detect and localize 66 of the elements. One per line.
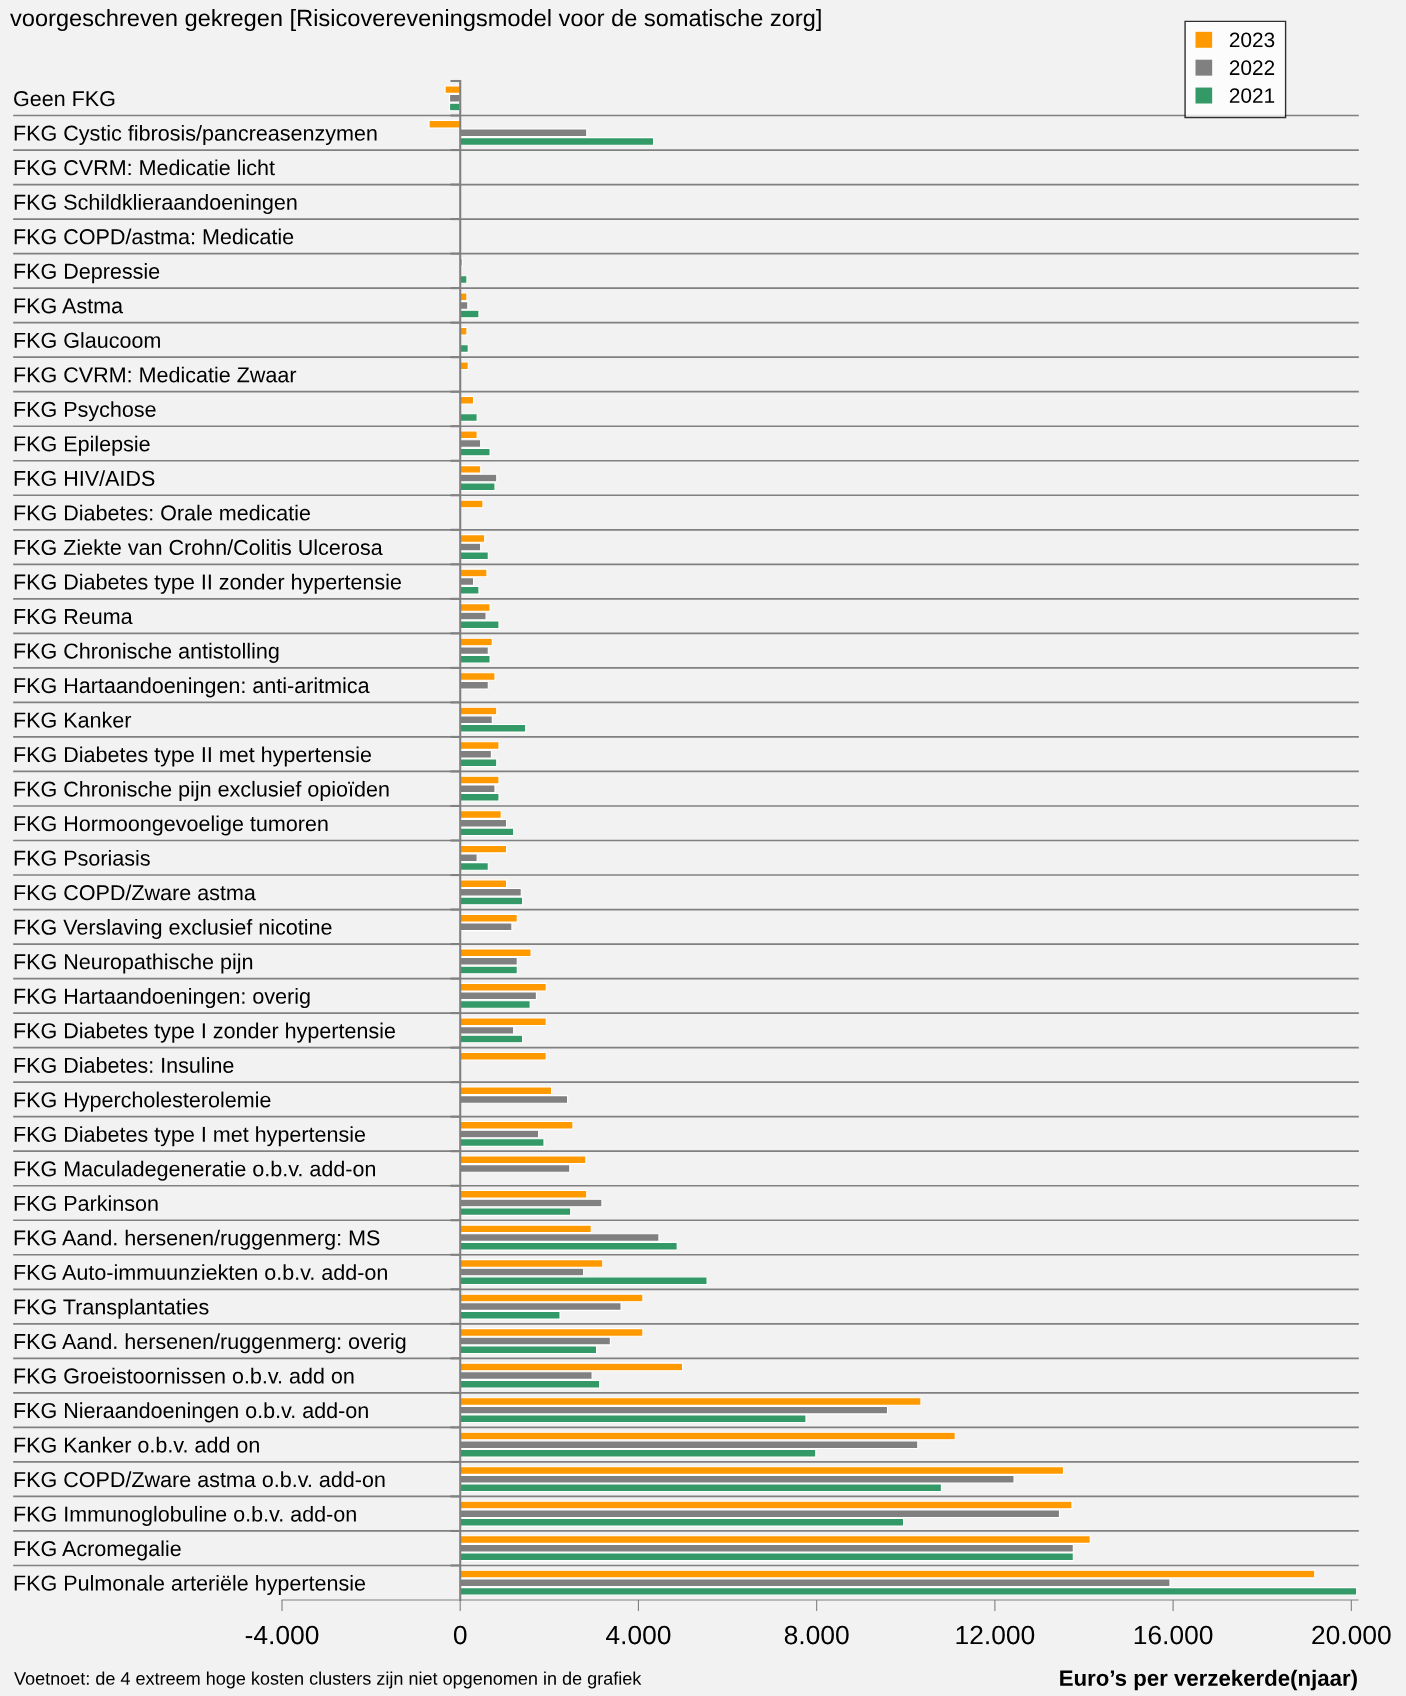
y-tick-label: FKG Verslaving exclusief nicotine [14, 919, 332, 940]
y-tick-label: FKG Depressie [14, 263, 160, 284]
y-tick-label: FKG Diabetes type II zonder hypertensie [14, 573, 401, 594]
y-tick-label: FKG Astma [14, 298, 124, 314]
y-tick-label: FKG Hartaandoeningen: overig [14, 988, 310, 1009]
y-tick-label: FKG Hypercholesterolemie [14, 1091, 271, 1112]
y-tick-label: FKG HIV/AIDS [14, 470, 155, 487]
bar [459, 499, 484, 509]
bar [428, 119, 461, 129]
y-tick-label: FKG Kanker o.b.v. add on [14, 1436, 259, 1453]
y-tick-label: FKG Auto-immuunziekten o.b.v. add-on [14, 1264, 387, 1281]
x-axis-title: Euro’s per verzekerde(njaar) [1060, 1669, 1357, 1691]
y-tick-label: FKG Ziekte van Crohn/Colitis Ulcerosa [14, 539, 383, 556]
y-tick-label: FKG Glaucoom [14, 332, 160, 348]
bar [459, 413, 478, 422]
x-tick-label: 8.000 [784, 1625, 849, 1645]
y-tick-label: FKG Diabetes type I met hypertensie [14, 1126, 366, 1147]
y-tick-label: FKG Schildklieraandoeningen [14, 194, 297, 215]
bar [459, 1051, 547, 1061]
chart-title: voorgeschreven gekregen [Risicovereveningsmodel voor de somatische zorg] [10, 9, 821, 31]
legend-label: 2022 [1229, 60, 1275, 76]
y-tick-label: FKG Acromegalie [14, 1540, 181, 1561]
y-tick-label: FKG Diabetes type I zonder hypertensie [14, 1022, 395, 1043]
y-tick-label: FKG CVRM: Medicatie licht [14, 159, 275, 176]
y-tick-label: FKG Aand. hersenen/ruggenmerg: MS [14, 1229, 380, 1250]
y-tick-label: FKG Neuropathische pijn [14, 953, 253, 974]
y-tick-label: Geen FKG [14, 91, 115, 107]
y-tick-label: FKG Cystic fibrosis/pancreasenzymen [14, 124, 377, 146]
y-tick-label: FKG Chronische pijn exclusief opioïden [14, 780, 389, 801]
y-tick-label: FKG Diabetes: Insuline [14, 1057, 234, 1073]
x-tick-label: 4.000 [606, 1625, 671, 1645]
y-tick-label: FKG Immunoglobuline o.b.v. add-on [14, 1505, 356, 1526]
y-tick-label: FKG COPD/Zware astma o.b.v. add-on [14, 1471, 385, 1488]
y-tick-label: FKG Maculadegeneratie o.b.v. add-on [14, 1160, 376, 1181]
y-tick-label: FKG Groeistoornissen o.b.v. add on [14, 1367, 354, 1384]
bar [459, 326, 468, 336]
x-tick-label: -4.000 [245, 1625, 319, 1645]
y-tick-label: FKG Transplantaties [14, 1298, 209, 1319]
y-tick-label: FKG Aand. hersenen/ruggenmerg: overig [14, 1333, 406, 1354]
y-tick-label: FKG Diabetes type II met hypertensie [14, 746, 371, 767]
bar [459, 344, 469, 353]
x-tick-label: 16.000 [1134, 1625, 1213, 1645]
legend-label: 2023 [1229, 32, 1275, 48]
y-tick-label: FKG Pulmonale arteriële hypertensie [14, 1574, 366, 1596]
x-tick-label: 20.000 [1312, 1625, 1391, 1645]
y-tick-label: FKG CVRM: Medicatie Zwaar [14, 366, 297, 383]
text: Voetnoet: de 4 extreem hoge kosten clusters zijn niet opgenomen in de grafiek [14, 1671, 642, 1689]
bar [459, 361, 469, 371]
x-tick-label: 12.000 [956, 1625, 1035, 1645]
y-tick-label: FKG Kanker [14, 711, 132, 728]
x-tick-label: 0 [453, 1625, 467, 1645]
y-tick-label: FKG Parkinson [14, 1195, 158, 1211]
y-tick-label: FKG Epilepsie [14, 435, 150, 456]
y-tick-label: FKG Hormoongevoelige tumoren [14, 815, 328, 836]
legend-label: 2021 [1229, 88, 1275, 103]
bar [459, 395, 475, 405]
y-tick-label: FKG Psychose [14, 401, 156, 422]
y-tick-label: FKG COPD/astma: Medicatie [14, 228, 294, 245]
y-tick-label: FKG Reuma [14, 608, 133, 625]
y-tick-label: FKG COPD/Zware astma [14, 884, 256, 901]
y-tick-label: FKG Chronische antistolling [14, 642, 279, 663]
y-tick-label: FKG Diabetes: Orale medicatie [14, 504, 310, 521]
bar [459, 275, 468, 284]
y-tick-label: FKG Nieraandoeningen o.b.v. add-on [14, 1402, 368, 1423]
y-tick-label: FKG Hartaandoeningen: anti-aritmica [14, 677, 370, 698]
y-tick-label: FKG Psoriasis [14, 849, 150, 866]
